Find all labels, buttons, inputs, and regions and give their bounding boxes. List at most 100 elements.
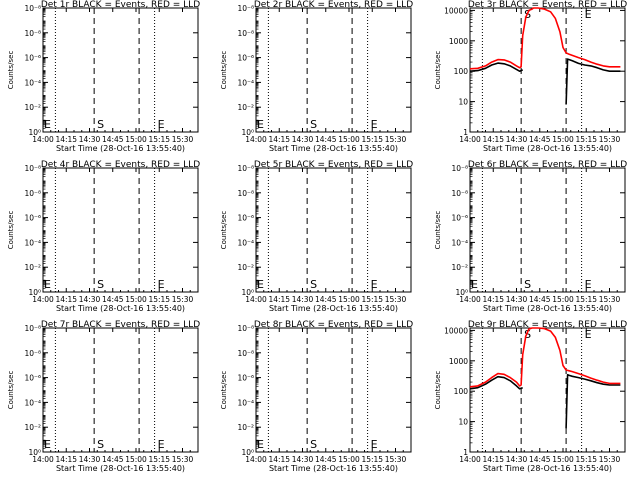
y-tick-label: 100 — [454, 67, 469, 76]
plot-frame — [42, 167, 199, 293]
x-tick-label: 15:30 — [599, 455, 621, 464]
y-tick-label: 10⁻⁸ — [237, 29, 254, 38]
y-tick-label: 10⁻⁸ — [24, 29, 41, 38]
events-series-line — [565, 58, 621, 105]
x-tick-label: 14:30 — [292, 295, 314, 304]
x-tick-label: 14:30 — [506, 295, 528, 304]
x-tick-label: 15:30 — [599, 135, 621, 144]
panel-title: Det 8r BLACK = Events, RED = LLD — [254, 320, 413, 330]
plot-frame — [255, 327, 412, 453]
x-tick-label: 15:30 — [385, 295, 407, 304]
marker-label-E: E — [371, 278, 378, 291]
x-tick-label: 14:45 — [529, 295, 551, 304]
marker-label-E: E — [585, 8, 592, 21]
y-tick-label: 10⁻² — [237, 263, 254, 272]
y-axis-label: Counts/sec — [7, 211, 15, 250]
plot-frame — [255, 167, 412, 293]
x-axis-label: Start Time (28-Oct-16 13:55:40) — [56, 144, 185, 153]
x-tick-label: 15:30 — [385, 455, 407, 464]
y-tick-label: 10⁻⁶ — [24, 374, 41, 383]
plot-frame — [469, 167, 626, 293]
y-tick-label: 10⁰ — [241, 128, 254, 137]
y-tick-label: 10⁻⁶ — [451, 214, 468, 223]
panel-det-7r: Det 7r BLACK = Events, RED = LLD S E E 14:00… — [7, 320, 200, 473]
x-tick-label: 14:45 — [102, 135, 124, 144]
marker-label-E: E — [158, 278, 165, 291]
y-tick-label: 1 — [463, 128, 468, 137]
y-tick-label: 10⁻⁴ — [24, 78, 41, 87]
panel-title: Det 3r BLACK = Events, RED = LLD — [468, 0, 627, 10]
x-tick-label: 14:15 — [55, 455, 77, 464]
x-tick-label: 15:00 — [552, 135, 574, 144]
plot-frame — [42, 7, 199, 133]
x-axis-label: Start Time (28-Oct-16 13:55:40) — [269, 144, 398, 153]
y-tick-label: 10⁻⁸ — [237, 4, 254, 13]
x-tick-label: 15:00 — [125, 455, 147, 464]
x-tick-label: 15:00 — [125, 295, 147, 304]
panel-det-4r: Det 4r BLACK = Events, RED = LLD S E E 14:00… — [7, 160, 200, 313]
y-axis-label: Counts/sec — [434, 371, 442, 410]
y-tick-label: 10000 — [444, 6, 468, 15]
x-tick-label: 14:00 — [459, 295, 481, 304]
y-tick-label: 1000 — [449, 357, 468, 366]
x-tick-label: 14:00 — [459, 135, 481, 144]
x-tick-label: 14:45 — [102, 295, 124, 304]
plot-frame — [255, 7, 412, 133]
x-tick-label: 15:15 — [361, 135, 383, 144]
marker-label-S: S — [524, 278, 531, 291]
x-tick-label: 14:15 — [482, 295, 504, 304]
y-tick-label: 10⁻⁴ — [24, 238, 41, 247]
y-tick-label: 10⁻⁸ — [451, 164, 468, 173]
y-tick-label: 10⁻⁴ — [237, 238, 254, 247]
y-tick-label: 10⁰ — [28, 128, 41, 137]
x-tick-label: 15:00 — [125, 135, 147, 144]
y-axis-label: Counts/sec — [7, 371, 15, 410]
corner-label: E — [257, 438, 264, 451]
corner-label: E — [44, 438, 51, 451]
x-tick-label: 14:45 — [529, 135, 551, 144]
y-tick-label: 10⁻⁸ — [24, 4, 41, 13]
y-tick-label: 10⁻⁸ — [237, 324, 254, 333]
x-tick-label: 14:45 — [529, 455, 551, 464]
x-tick-label: 15:30 — [172, 135, 194, 144]
y-tick-label: 10⁻⁸ — [24, 189, 41, 198]
x-tick-label: 14:30 — [79, 295, 101, 304]
marker-label-E: E — [585, 278, 592, 291]
marker-label-S: S — [97, 278, 104, 291]
x-tick-label: 14:30 — [506, 135, 528, 144]
panel-title: Det 7r BLACK = Events, RED = LLD — [41, 320, 200, 330]
plot-frame — [469, 327, 626, 453]
x-tick-label: 15:00 — [338, 295, 360, 304]
y-axis-label: Counts/sec — [434, 211, 442, 250]
x-tick-label: 15:15 — [575, 455, 597, 464]
marker-label-S: S — [97, 118, 104, 131]
panel-title: Det 5r BLACK = Events, RED = LLD — [254, 160, 413, 170]
y-tick-label: 10⁻⁸ — [24, 349, 41, 358]
panel-det-6r: Det 6r BLACK = Events, RED = LLD S E E 14:00… — [434, 160, 627, 313]
panel-det-5r: Det 5r BLACK = Events, RED = LLD S E E 14:00… — [220, 160, 413, 313]
x-tick-label: 14:45 — [102, 455, 124, 464]
panel-det-2r: Det 2r BLACK = Events, RED = LLD S E E 14:00… — [220, 0, 413, 153]
y-tick-label: 10⁰ — [28, 288, 41, 297]
y-tick-label: 10⁻⁸ — [237, 349, 254, 358]
y-tick-label: 10⁻⁶ — [24, 214, 41, 223]
x-tick-label: 15:00 — [552, 455, 574, 464]
y-tick-label: 10⁻⁶ — [24, 54, 41, 63]
y-tick-label: 10⁻² — [451, 263, 468, 272]
y-tick-label: 10⁰ — [455, 288, 468, 297]
x-tick-label: 14:15 — [482, 135, 504, 144]
x-tick-label: 15:00 — [338, 455, 360, 464]
x-tick-label: 15:00 — [552, 295, 574, 304]
y-tick-label: 10⁻⁴ — [451, 238, 468, 247]
marker-label-E: E — [158, 438, 165, 451]
x-axis-label: Start Time (28-Oct-16 13:55:40) — [56, 304, 185, 313]
x-tick-label: 14:15 — [55, 135, 77, 144]
x-tick-label: 15:15 — [575, 135, 597, 144]
x-tick-label: 14:45 — [315, 295, 337, 304]
marker-label-S: S — [310, 118, 317, 131]
x-tick-label: 15:15 — [361, 455, 383, 464]
x-tick-label: 14:00 — [245, 135, 267, 144]
x-tick-label: 15:15 — [148, 135, 170, 144]
